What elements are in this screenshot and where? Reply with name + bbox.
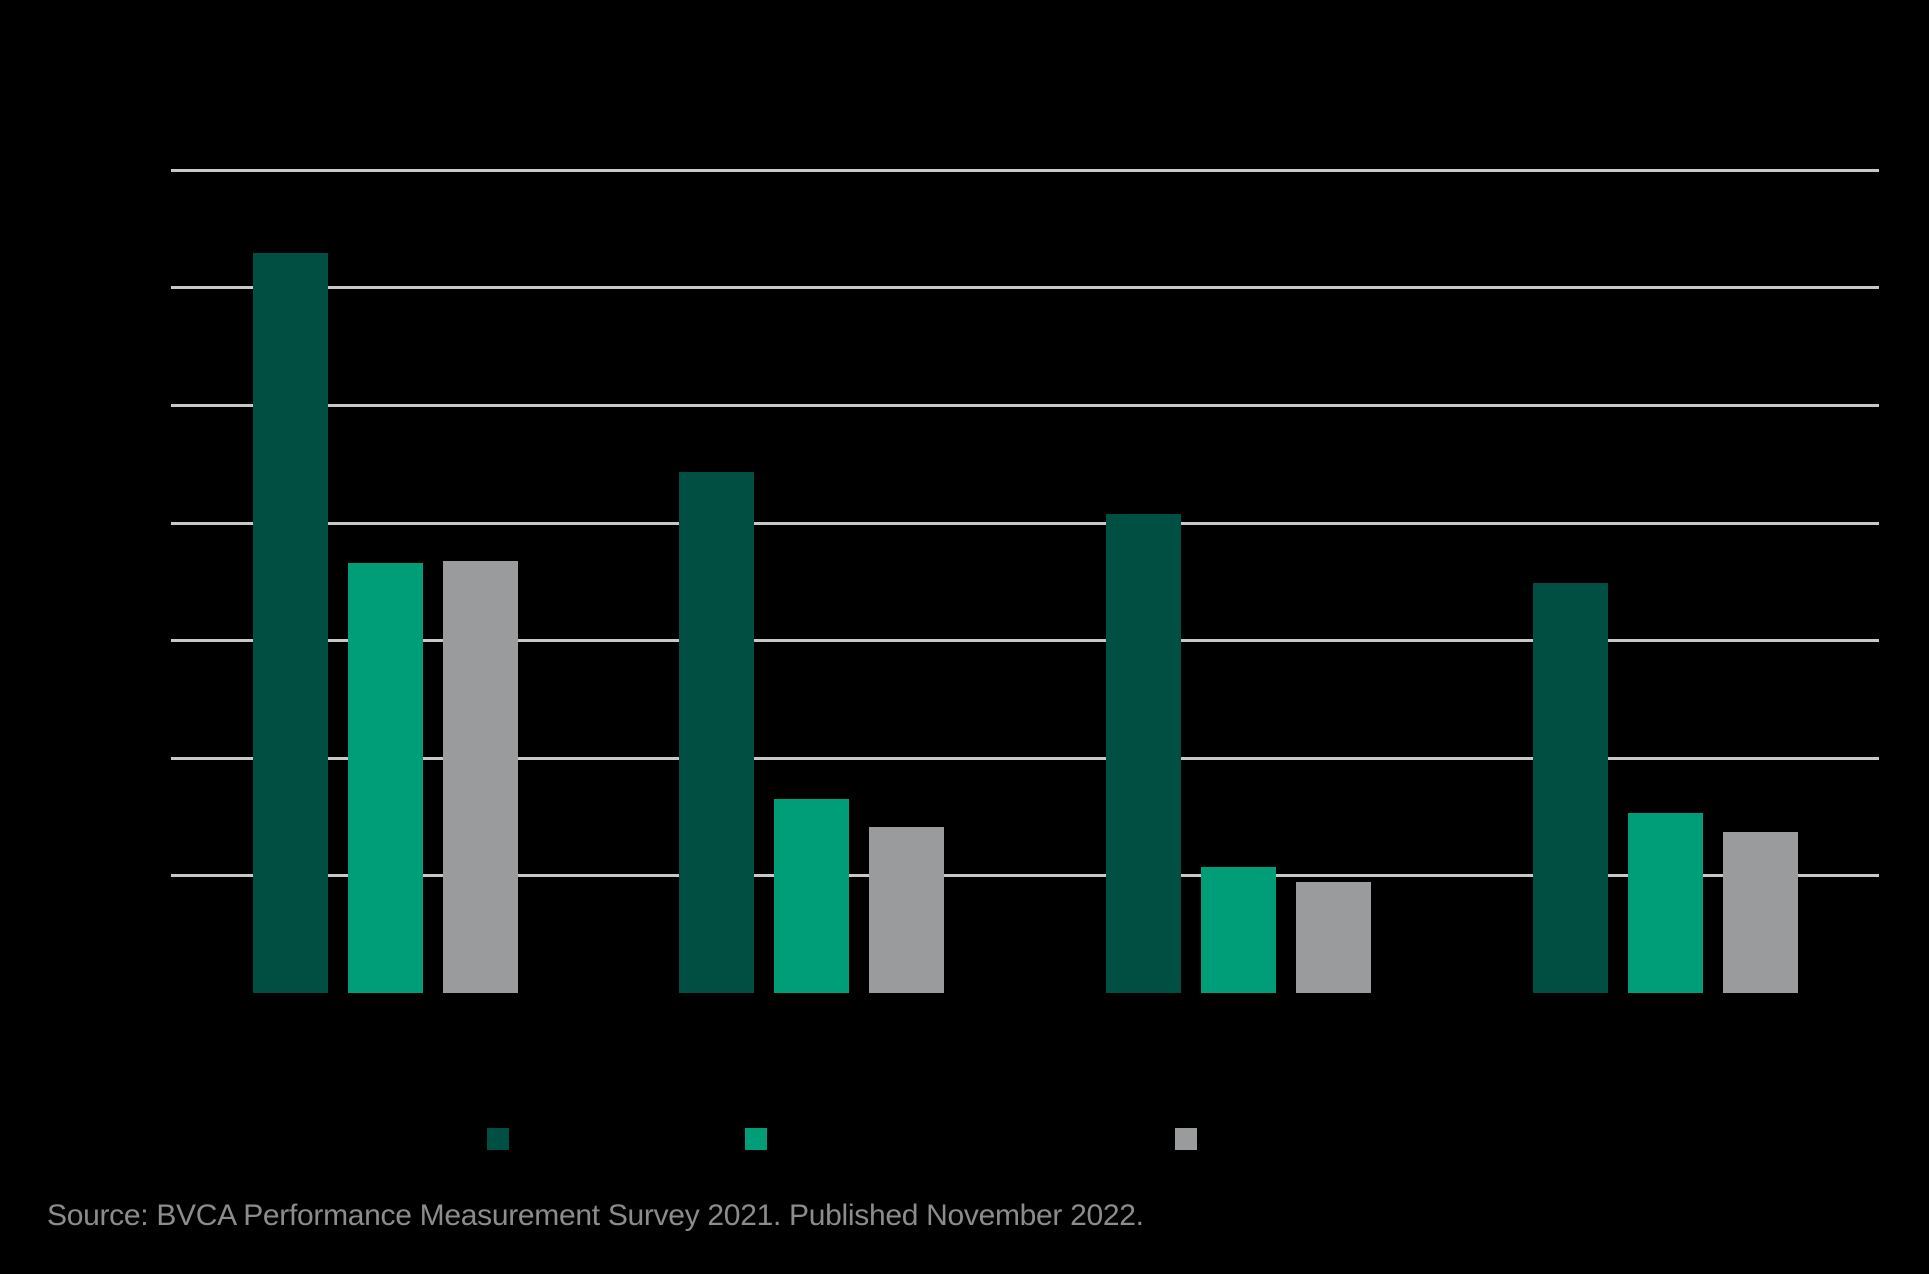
gridline xyxy=(171,756,1879,760)
bar-series-3-group-4 xyxy=(1723,831,1798,993)
bar-series-2-group-2 xyxy=(774,798,849,993)
bar-series-1-group-2 xyxy=(679,472,754,993)
bar-series-1-group-3 xyxy=(1106,514,1181,993)
legend-swatch xyxy=(745,1128,767,1150)
gridline xyxy=(171,639,1879,643)
legend-swatch xyxy=(1175,1128,1197,1150)
bar-series-2-group-1 xyxy=(348,562,423,993)
gridline xyxy=(171,521,1879,525)
legend-item-2 xyxy=(745,1128,777,1150)
gridline xyxy=(171,404,1879,407)
bar-series-3-group-3 xyxy=(1296,882,1371,993)
bar-series-1-group-4 xyxy=(1533,582,1608,993)
bar-series-2-group-4 xyxy=(1628,813,1703,993)
gridline xyxy=(171,286,1879,290)
bar-series-1-group-1 xyxy=(253,253,328,993)
legend-item-3 xyxy=(1175,1128,1207,1150)
gridline xyxy=(171,874,1879,878)
legend-item-1 xyxy=(487,1128,519,1150)
source-note: Source: BVCA Performance Measurement Sur… xyxy=(47,1199,1144,1232)
legend-swatch xyxy=(487,1128,509,1150)
gridline xyxy=(171,168,1879,172)
bar-series-3-group-2 xyxy=(869,827,944,993)
bar-series-3-group-1 xyxy=(443,561,518,993)
bar-series-2-group-3 xyxy=(1201,867,1276,993)
